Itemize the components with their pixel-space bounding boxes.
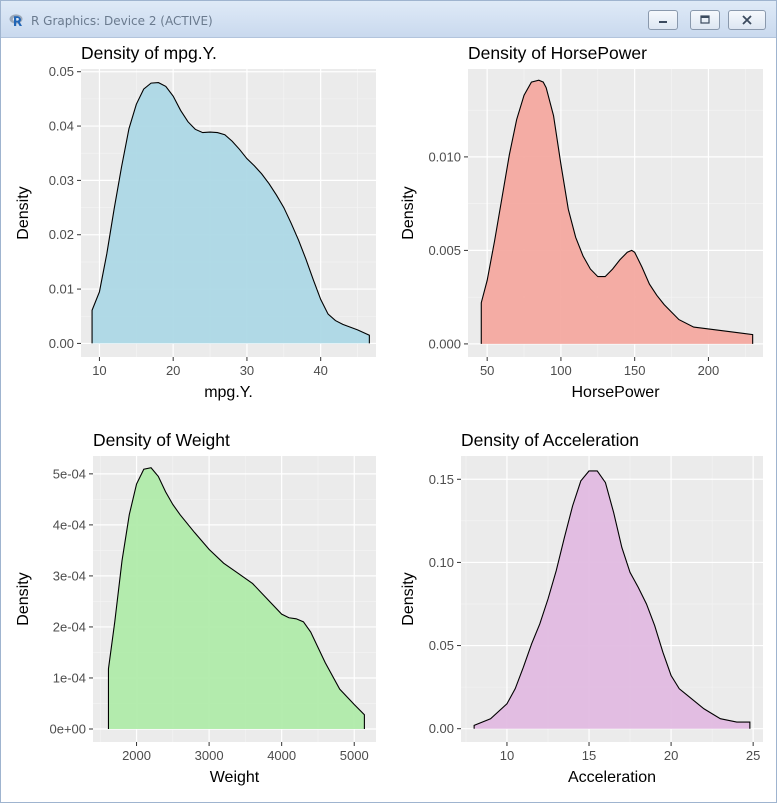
x-tick-label: 50 — [480, 363, 494, 378]
y-tick-label: 0.02 — [49, 227, 74, 242]
maximize-icon — [700, 15, 710, 24]
chart-panel-2: 50 100 150 200 0.000 0.005 0.010 Density of Hor… — [400, 43, 763, 401]
y-tick-label: 0.04 — [49, 119, 74, 134]
x-tick-label: 40 — [313, 363, 327, 378]
y-tick-label: 0.000 — [428, 336, 461, 351]
x-tick-label: 20 — [664, 748, 678, 763]
chart-title: Density of mpg.Y. — [81, 43, 217, 63]
x-axis-label: Weight — [210, 769, 260, 786]
density-area — [92, 82, 370, 344]
r-logo-icon — [9, 14, 23, 26]
x-tick-label: 10 — [500, 748, 514, 763]
x-tick-label: 10 — [92, 363, 106, 378]
y-axis-label: Density — [400, 186, 417, 239]
density-curve — [91, 82, 370, 344]
close-icon — [742, 15, 752, 25]
window-title: R Graphics: Device 2 (ACTIVE) — [31, 14, 213, 28]
chart-title: Density of Acceleration — [461, 430, 639, 450]
title-bar[interactable]: R Graphics: Device 2 (ACTIVE) — [1, 1, 776, 38]
x-tick-label: 3000 — [195, 748, 224, 763]
y-tick-label: 0.10 — [429, 555, 454, 570]
chart-title: Density of Weight — [93, 430, 230, 450]
density-curve — [480, 79, 754, 344]
y-tick-label: 0e+00 — [49, 721, 86, 736]
y-axis-label: Density — [400, 572, 417, 625]
chart-panel-4: 10 15 20 25 0.00 0.05 0.10 0.15 Density of Accel… — [400, 430, 763, 786]
y-tick-label: 0.010 — [428, 149, 461, 164]
density-area — [481, 80, 753, 344]
x-tick-label: 30 — [240, 363, 254, 378]
y-tick-label: 0.05 — [49, 64, 74, 79]
x-tick-label: 4000 — [267, 748, 296, 763]
y-tick-label: 0.00 — [429, 721, 454, 736]
y-tick-label: 4e-04 — [53, 517, 86, 532]
x-tick-label: 25 — [746, 748, 760, 763]
density-plots-grid: 10 20 30 40 0.00 0.01 0.02 0.03 0.04 0.05 Density … — [15, 43, 763, 786]
minimize-button[interactable] — [648, 10, 678, 30]
x-axis-label: HorsePower — [571, 384, 660, 401]
density-area — [108, 467, 365, 729]
density-area — [474, 470, 750, 729]
y-axis-label: Density — [15, 186, 32, 239]
chart-panel-1: 10 20 30 40 0.00 0.01 0.02 0.03 0.04 0.05 Density … — [15, 43, 376, 401]
y-tick-label: 0.005 — [428, 243, 461, 258]
density-curve — [107, 467, 365, 729]
y-tick-label: 0.01 — [49, 282, 74, 297]
x-tick-label: 5000 — [340, 748, 369, 763]
y-tick-label: 0.05 — [429, 638, 454, 653]
x-tick-label: 2000 — [122, 748, 151, 763]
close-button[interactable] — [728, 10, 766, 30]
density-curve — [473, 470, 751, 729]
minimize-icon — [659, 21, 667, 23]
x-axis-label: Acceleration — [568, 769, 656, 786]
chart-title: Density of HorsePower — [468, 43, 647, 63]
y-tick-label: 3e-04 — [53, 568, 86, 583]
y-tick-label: 1e-04 — [53, 670, 86, 685]
chart-panel-3: 2000 3000 4000 5000 0e+00 1e-04 2e-04 3e-04 4e-0… — [15, 430, 376, 786]
x-tick-label: 200 — [698, 363, 720, 378]
y-tick-label: 2e-04 — [53, 619, 86, 634]
y-tick-label: 5e-04 — [53, 466, 86, 481]
maximize-button[interactable] — [690, 10, 720, 30]
x-tick-label: 20 — [166, 363, 180, 378]
y-tick-label: 0.00 — [49, 336, 74, 351]
y-tick-label: 0.03 — [49, 173, 74, 188]
x-axis-label: mpg.Y. — [204, 384, 253, 401]
y-axis-label: Density — [15, 572, 32, 625]
x-tick-label: 15 — [582, 748, 596, 763]
x-tick-label: 100 — [550, 363, 572, 378]
x-tick-label: 150 — [624, 363, 646, 378]
y-tick-label: 0.15 — [429, 472, 454, 487]
